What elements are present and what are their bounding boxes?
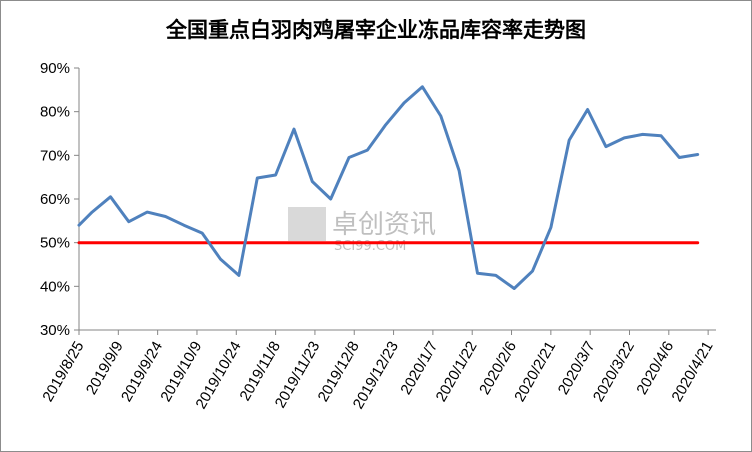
y-tick-label: 30% bbox=[40, 322, 70, 339]
series-line bbox=[77, 85, 700, 290]
x-tick-label: 2020/1/7 bbox=[397, 339, 441, 398]
watermark-logo-icon bbox=[288, 207, 326, 241]
x-tick-label: 2019/8/25 bbox=[39, 339, 87, 405]
y-tick-label: 60% bbox=[40, 191, 70, 208]
y-tick-label: 90% bbox=[40, 60, 70, 77]
x-tick-label: 2019/9/9 bbox=[83, 339, 127, 398]
chart-title: 全国重点白羽肉鸡屠宰企业冻品库容率走势图 bbox=[166, 17, 586, 42]
y-tick-label: 50% bbox=[40, 235, 70, 252]
x-tick-label: 2020/3/7 bbox=[555, 339, 599, 398]
x-tick-label: 2020/4/6 bbox=[633, 339, 677, 398]
watermark: 卓创资讯 SCI99.COM bbox=[288, 207, 436, 254]
y-tick-label: 80% bbox=[40, 104, 70, 121]
y-tick-label: 40% bbox=[40, 278, 70, 295]
y-tick-label: 70% bbox=[40, 147, 70, 164]
x-tick-label: 2020/2/6 bbox=[476, 339, 520, 398]
watermark-text: 卓创资讯 bbox=[332, 210, 436, 240]
